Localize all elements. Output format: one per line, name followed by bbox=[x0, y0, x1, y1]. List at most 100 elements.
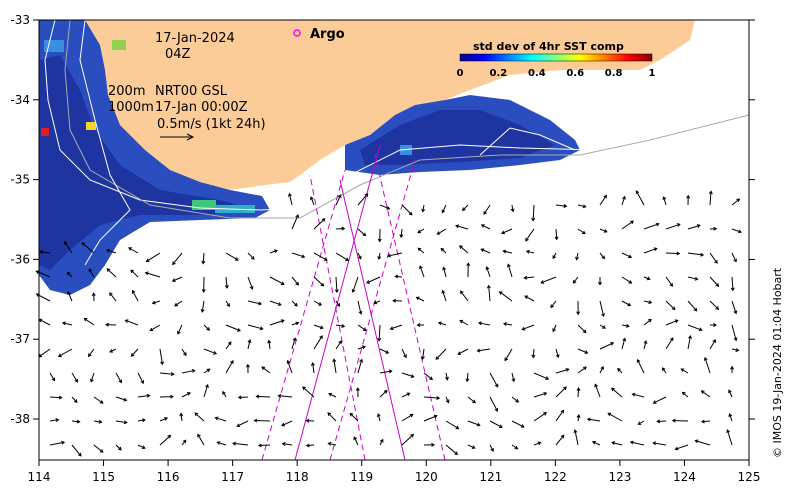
current-arrow bbox=[621, 338, 626, 350]
current-arrow bbox=[313, 218, 326, 230]
current-arrowhead bbox=[349, 412, 354, 417]
current-arrowhead bbox=[520, 424, 525, 428]
current-arrow bbox=[467, 420, 480, 426]
current-arrowhead bbox=[471, 445, 476, 449]
current-arrowhead bbox=[466, 262, 471, 267]
current-arrowhead bbox=[417, 247, 422, 252]
current-arrowhead bbox=[545, 376, 550, 380]
current-arrowhead bbox=[128, 247, 132, 251]
current-arrowhead bbox=[504, 357, 509, 362]
current-arrow bbox=[643, 300, 652, 304]
current-arrowhead bbox=[250, 256, 255, 260]
current-arrow bbox=[511, 444, 518, 450]
current-arrow bbox=[115, 372, 122, 383]
current-arrowhead bbox=[160, 361, 165, 366]
current-arrow bbox=[574, 430, 579, 446]
current-arrowhead bbox=[267, 339, 272, 344]
current-arrowhead bbox=[334, 289, 339, 294]
current-arrowhead bbox=[700, 419, 705, 424]
current-arrowhead bbox=[323, 257, 328, 261]
current-arrow bbox=[594, 384, 601, 398]
current-arrow bbox=[526, 250, 535, 254]
current-arrow bbox=[291, 276, 299, 286]
current-arrowhead bbox=[510, 208, 515, 213]
current-arrowhead bbox=[357, 255, 362, 260]
current-arrow bbox=[278, 395, 293, 398]
x-tick-label: 123 bbox=[608, 470, 631, 484]
current-arrow bbox=[222, 391, 227, 398]
current-arrow bbox=[335, 252, 349, 261]
current-arrowhead bbox=[403, 354, 407, 359]
current-arrowhead bbox=[429, 376, 434, 381]
colorbar-tick-label: 0 bbox=[457, 68, 464, 79]
current-arrowhead bbox=[480, 248, 485, 252]
current-arrowhead bbox=[295, 321, 300, 326]
current-arrow bbox=[522, 324, 535, 331]
current-arrow bbox=[306, 444, 315, 447]
current-arrowhead bbox=[261, 366, 266, 371]
current-arrow bbox=[225, 341, 232, 350]
current-arrow bbox=[335, 324, 345, 327]
current-arrow bbox=[132, 290, 139, 302]
current-arrow bbox=[462, 204, 469, 211]
current-arrowhead bbox=[712, 339, 716, 343]
current-arrowhead bbox=[249, 285, 254, 290]
current-arrowhead bbox=[478, 321, 482, 326]
current-arrowhead bbox=[417, 229, 422, 234]
current-arrowhead bbox=[455, 224, 460, 229]
current-arrowhead bbox=[145, 258, 150, 262]
current-arrow bbox=[533, 441, 541, 446]
depth-1000-label: 1000m bbox=[108, 100, 154, 115]
current-arrow bbox=[445, 444, 458, 455]
current-arrow bbox=[128, 247, 139, 254]
current-arrow bbox=[459, 320, 469, 326]
current-arrow bbox=[695, 440, 711, 446]
current-arrowhead bbox=[583, 366, 587, 371]
current-arrow bbox=[67, 291, 73, 302]
current-arrow bbox=[146, 252, 161, 262]
current-arrowhead bbox=[394, 274, 399, 279]
current-arrowhead bbox=[410, 433, 414, 438]
current-arrow bbox=[49, 441, 65, 446]
current-arrowhead bbox=[410, 374, 415, 378]
current-arrowhead bbox=[191, 368, 196, 373]
colorbar-tick-label: 0.4 bbox=[528, 68, 546, 79]
current-arrowhead bbox=[598, 281, 602, 286]
current-arrow bbox=[125, 319, 139, 326]
current-arrow bbox=[687, 335, 691, 350]
current-arrowhead bbox=[421, 208, 426, 213]
current-arrowhead bbox=[392, 298, 397, 303]
current-arrow bbox=[328, 393, 337, 398]
current-arrow bbox=[541, 276, 557, 284]
current-arrowhead bbox=[130, 353, 135, 357]
current-arrow bbox=[709, 191, 712, 206]
current-arrow bbox=[704, 357, 711, 374]
current-arrowhead bbox=[319, 325, 324, 330]
current-arrowhead bbox=[735, 348, 740, 352]
current-arrow bbox=[701, 420, 711, 423]
current-arrow bbox=[352, 276, 359, 293]
current-arrow bbox=[258, 444, 271, 447]
current-arrowhead bbox=[281, 442, 286, 446]
current-arrow bbox=[353, 436, 359, 446]
current-arrowhead bbox=[230, 360, 234, 364]
current-arrowhead bbox=[51, 377, 56, 382]
current-arrowhead bbox=[730, 365, 735, 370]
y-axis: -33 -34 -35 -36 -37 -38 bbox=[10, 13, 755, 426]
current-arrowhead bbox=[302, 386, 306, 391]
current-arrow bbox=[115, 396, 127, 401]
argo-label: Argo bbox=[310, 27, 345, 42]
current-arrowhead bbox=[182, 439, 187, 444]
current-arrowhead bbox=[123, 397, 128, 402]
current-arrow bbox=[71, 372, 78, 383]
current-arrowhead bbox=[700, 390, 705, 394]
current-arrow bbox=[225, 276, 228, 288]
current-arrowhead bbox=[436, 231, 441, 235]
current-arrow bbox=[555, 228, 558, 240]
current-arrowhead bbox=[628, 254, 633, 259]
current-arrow bbox=[197, 434, 205, 446]
current-arrow bbox=[313, 324, 324, 329]
current-arrow bbox=[401, 372, 414, 378]
current-arrow bbox=[401, 414, 413, 422]
current-arrow bbox=[665, 319, 679, 326]
